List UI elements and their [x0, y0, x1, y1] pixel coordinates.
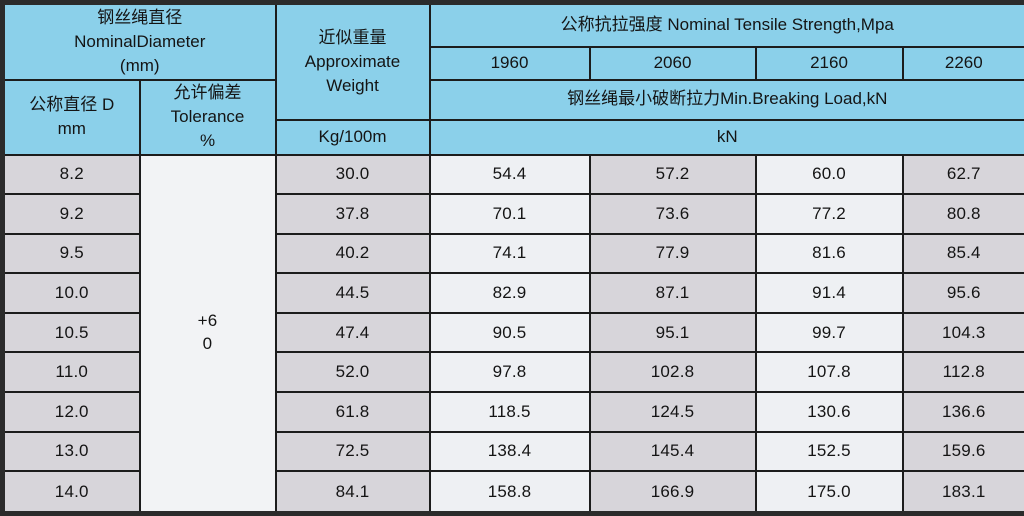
load-cell: 159.6	[901, 430, 1024, 473]
weight-cell: 72.5	[274, 430, 431, 473]
diameter-cell: 13.0	[1, 430, 141, 473]
header-tensile-strength-title: 公称抗拉强度 Nominal Tensile Strength,Mpa	[428, 1, 1024, 48]
load-cell: 130.6	[754, 390, 904, 433]
weight-cell: 37.8	[274, 193, 431, 235]
weight-cell: 61.8	[274, 390, 431, 433]
table-header: 钢丝绳直径 NominalDiameter (mm) 近似重量 Approxim…	[1, 1, 1024, 156]
load-cell: 80.8	[901, 193, 1024, 235]
header-breaking-load-title: 钢丝绳最小破断拉力Min.Breaking Load,kN	[428, 78, 1024, 121]
header-nominal-diameter-group: 钢丝绳直径 NominalDiameter (mm)	[1, 1, 277, 81]
diameter-cell: 14.0	[1, 470, 141, 515]
diameter-cell: 9.2	[1, 193, 141, 235]
header-weight-unit: Kg/100m	[274, 118, 431, 156]
header-diameter-zh: 钢丝绳直径	[97, 7, 183, 27]
load-cell: 77.9	[588, 232, 757, 275]
load-cell: 102.8	[588, 351, 757, 393]
weight-cell: 40.2	[274, 232, 431, 275]
diameter-cell: 11.0	[1, 351, 141, 393]
load-cell: 145.4	[588, 430, 757, 473]
load-cell: 152.5	[754, 430, 904, 473]
load-cell: 81.6	[754, 232, 904, 275]
load-cell: 91.4	[754, 272, 904, 314]
header-grade-1960: 1960	[428, 45, 591, 81]
tolerance-minus: 0	[202, 334, 213, 354]
header-grade-2260: 2260	[901, 45, 1024, 81]
diameter-cell: 9.5	[1, 232, 141, 275]
load-cell: 118.5	[428, 390, 591, 433]
header-weight-zh: 近似重量	[318, 27, 387, 47]
load-cell: 70.1	[428, 193, 591, 235]
load-cell: 107.8	[754, 351, 904, 393]
header-tolerance-col: 允许偏差 Tolerance %	[138, 78, 277, 156]
table-row: 11.0 52.0 97.8 102.8 107.8 112.8	[1, 351, 1024, 393]
table-row: 13.0 72.5 138.4 145.4 152.5 159.6	[1, 430, 1024, 473]
header-diameter-unit: (mm)	[119, 55, 160, 75]
load-cell: 74.1	[428, 232, 591, 275]
load-cell: 62.7	[901, 153, 1024, 196]
table-row: 9.2 37.8 70.1 73.6 77.2 80.8	[1, 193, 1024, 235]
load-cell: 87.1	[588, 272, 757, 314]
load-cell: 95.1	[588, 311, 757, 354]
weight-cell: 30.0	[274, 153, 431, 196]
load-cell: 183.1	[901, 470, 1024, 515]
load-cell: 73.6	[588, 193, 757, 235]
load-cell: 60.0	[754, 153, 904, 196]
weight-cell: 84.1	[274, 470, 431, 515]
load-cell: 138.4	[428, 430, 591, 473]
weight-cell: 44.5	[274, 272, 431, 314]
load-cell: 104.3	[901, 311, 1024, 354]
diameter-cell: 10.5	[1, 311, 141, 354]
header-grade-2060: 2060	[588, 45, 757, 81]
header-tolerance-unit: %	[199, 131, 216, 151]
tolerance-plus: +6	[197, 311, 218, 331]
load-cell: 112.8	[901, 351, 1024, 393]
load-cell: 77.2	[754, 193, 904, 235]
header-weight-en1: Approximate	[304, 51, 401, 71]
weight-cell: 52.0	[274, 351, 431, 393]
table-row: 10.5 47.4 90.5 95.1 99.7 104.3	[1, 311, 1024, 354]
load-cell: 158.8	[428, 470, 591, 515]
load-cell: 57.2	[588, 153, 757, 196]
table-row: 9.5 40.2 74.1 77.9 81.6 85.4	[1, 232, 1024, 275]
header-diameter-en: NominalDiameter	[74, 31, 206, 51]
table-row: 14.0 84.1 158.8 166.9 175.0 183.1	[1, 470, 1024, 515]
load-cell: 82.9	[428, 272, 591, 314]
load-cell: 136.6	[901, 390, 1024, 433]
weight-cell: 47.4	[274, 311, 431, 354]
header-tolerance-en: Tolerance	[170, 106, 245, 126]
header-load-unit: kN	[428, 118, 1024, 156]
diameter-cell: 10.0	[1, 272, 141, 314]
load-cell: 97.8	[428, 351, 591, 393]
load-cell: 166.9	[588, 470, 757, 515]
load-cell: 124.5	[588, 390, 757, 433]
load-cell: 90.5	[428, 311, 591, 354]
table-row: 10.0 44.5 82.9 87.1 91.4 95.6	[1, 272, 1024, 314]
table-row: 8.2 +6 0 30.0 54.4 57.2 60.0 62.7	[1, 153, 1024, 515]
load-cell: 95.6	[901, 272, 1024, 314]
header-nominal-diameter-col: 公称直径 D mm	[1, 78, 141, 156]
table-body: 8.2 +6 0 30.0 54.4 57.2 60.0 62.7 9.2 37…	[1, 153, 1024, 515]
header-weight-en2: Weight	[326, 75, 379, 95]
diameter-cell: 12.0	[1, 390, 141, 433]
load-cell: 175.0	[754, 470, 904, 515]
load-cell: 54.4	[428, 153, 591, 196]
load-cell: 85.4	[901, 232, 1024, 275]
tolerance-value-cell: +6 0	[138, 153, 277, 515]
header-approximate-weight: 近似重量 Approximate Weight	[274, 1, 431, 121]
diameter-cell: 8.2	[1, 153, 141, 196]
table-row: 12.0 61.8 118.5 124.5 130.6 136.6	[1, 390, 1024, 433]
header-diameter-col-zh: 公称直径 D	[29, 94, 115, 114]
load-cell: 99.7	[754, 311, 904, 354]
header-diameter-col-unit: mm	[57, 119, 86, 138]
header-grade-2160: 2160	[754, 45, 904, 81]
header-tolerance-zh: 允许偏差	[173, 82, 242, 102]
